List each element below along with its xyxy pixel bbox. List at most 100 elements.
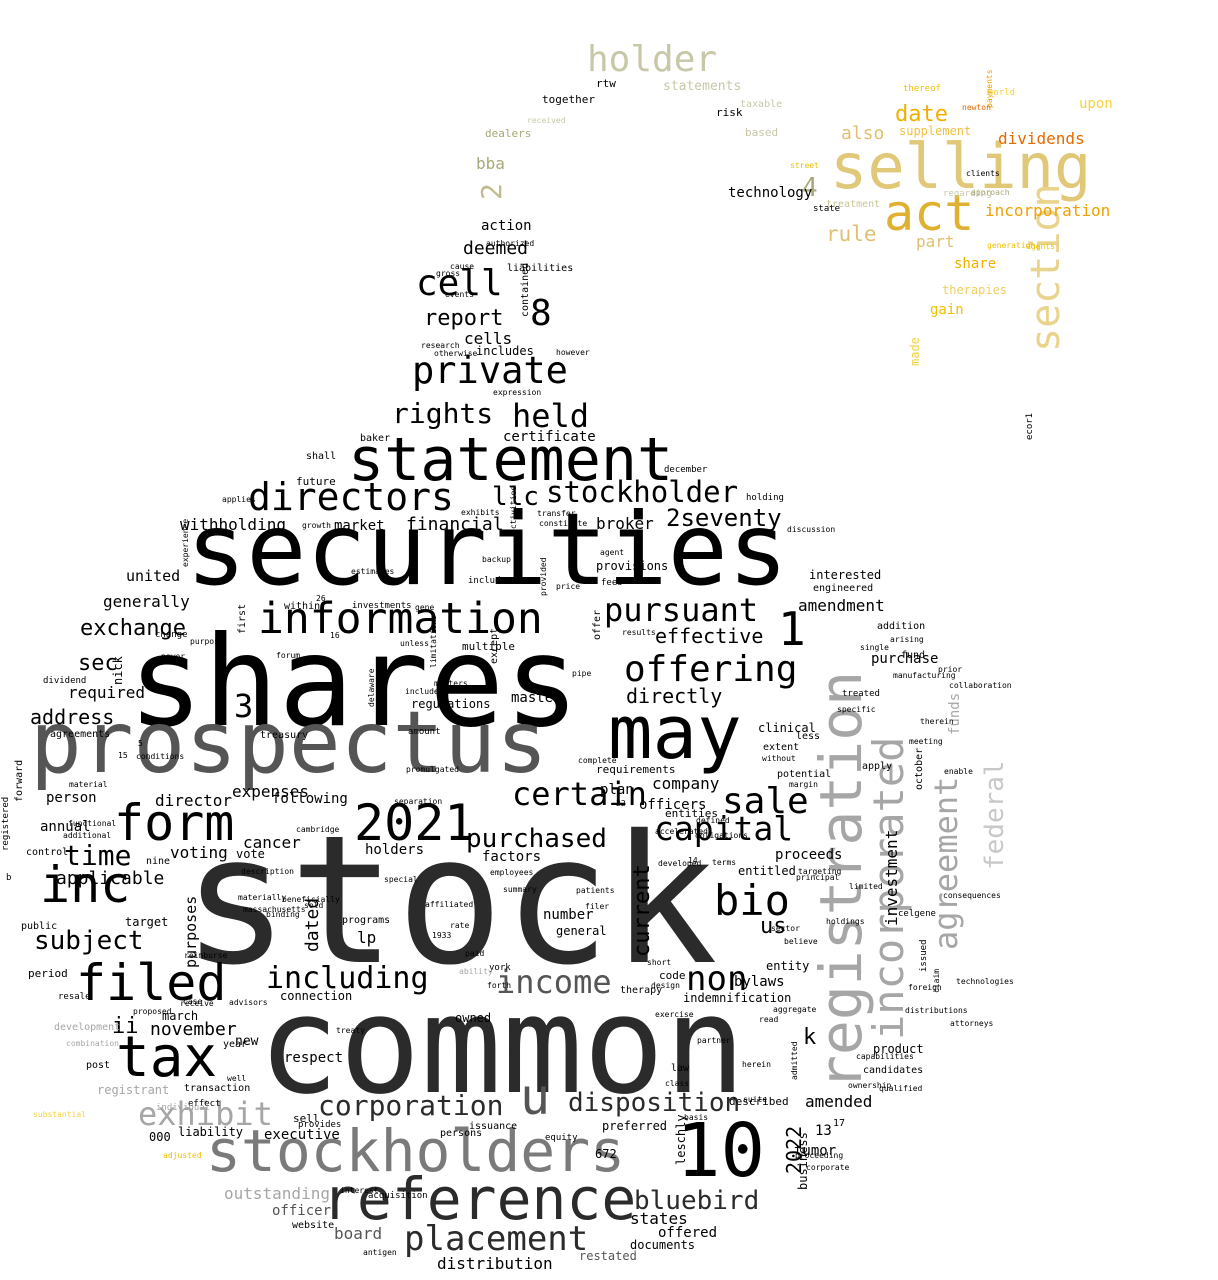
word-persons: persons bbox=[440, 1128, 483, 1139]
word-include: include bbox=[468, 576, 506, 586]
word-aggregate: aggregate bbox=[773, 1005, 817, 1014]
word-therapies: therapies bbox=[942, 283, 1008, 297]
word-york: york bbox=[489, 963, 511, 973]
word-stockholder: stockholder bbox=[546, 475, 739, 509]
word-board: board bbox=[334, 1224, 383, 1243]
word-common: common bbox=[258, 967, 746, 1124]
word-post: post bbox=[86, 1060, 111, 1071]
word-forum: forum bbox=[276, 651, 301, 660]
word-dealers: dealers bbox=[485, 127, 532, 140]
word-22: 22 bbox=[616, 799, 626, 808]
word-bluebird: bluebird bbox=[634, 1186, 760, 1216]
word-march: march bbox=[162, 1009, 199, 1023]
word-adjusted: adjusted bbox=[163, 1151, 202, 1160]
word-effect: effect bbox=[188, 1099, 221, 1109]
word-sold: sold bbox=[304, 901, 324, 910]
word-holdings: holdings bbox=[826, 917, 865, 926]
word-backup: backup bbox=[482, 555, 511, 564]
word-change: change bbox=[155, 630, 188, 640]
word-treatment: treatment bbox=[826, 199, 881, 210]
word-entity: entity bbox=[766, 959, 810, 973]
word-estimates: estimates bbox=[351, 567, 395, 576]
word-forth: forth bbox=[487, 981, 512, 990]
word-agreements: agreements bbox=[50, 729, 111, 740]
word-filed: filed bbox=[76, 954, 227, 1012]
word-october: october bbox=[914, 747, 925, 790]
word-less: less bbox=[796, 731, 821, 742]
word-fees: fees bbox=[601, 578, 623, 588]
word-unless: unless bbox=[400, 639, 429, 648]
word-technology: technology bbox=[728, 185, 813, 201]
word-experience: experience bbox=[181, 518, 190, 567]
word-time: time bbox=[64, 839, 132, 872]
word-withholding: withholding bbox=[180, 515, 286, 534]
word-statement: statement bbox=[348, 425, 674, 495]
word-foreign: foreign bbox=[908, 983, 942, 992]
word-interested: interested bbox=[809, 568, 882, 582]
word-information: information bbox=[258, 594, 543, 644]
word-outstanding: outstanding bbox=[224, 1184, 330, 1203]
word-proposed: proposed bbox=[133, 1007, 172, 1016]
word-code: code bbox=[659, 969, 686, 982]
word-individual: individual bbox=[156, 1103, 211, 1113]
word-us: us bbox=[760, 914, 787, 939]
word-directly: directly bbox=[626, 684, 723, 708]
word-delaware: delaware bbox=[367, 668, 376, 707]
word-arising: arising bbox=[890, 635, 924, 644]
word-17: 17 bbox=[833, 1118, 846, 1129]
word-proceeds: proceeds bbox=[775, 847, 843, 863]
word-together: together bbox=[542, 93, 595, 106]
word-approach: approach bbox=[971, 188, 1010, 197]
word-binding: binding bbox=[266, 910, 300, 919]
word-short: short bbox=[647, 958, 672, 967]
word-thereof: thereof bbox=[903, 84, 941, 94]
word-26: 26 bbox=[316, 594, 326, 603]
word-exhibits: exhibits bbox=[461, 508, 500, 517]
word-states: states bbox=[630, 1209, 688, 1228]
word-agents: agents bbox=[1026, 242, 1055, 251]
word-included: included bbox=[405, 687, 444, 696]
word-generation: generation bbox=[987, 241, 1036, 250]
word-acquisition: acquisition bbox=[368, 1191, 428, 1201]
word-applies: applies bbox=[222, 495, 256, 504]
word-date: date bbox=[895, 102, 948, 127]
word-capabilities: capabilities bbox=[856, 1052, 914, 1061]
word-b: b bbox=[6, 873, 12, 883]
word-llc: llc bbox=[492, 482, 539, 512]
word-obligations: obligations bbox=[695, 831, 748, 840]
word-meeting: meeting bbox=[909, 737, 943, 746]
word-class: class bbox=[665, 1079, 690, 1088]
word-purpose: purpose bbox=[190, 637, 224, 646]
word-nine: nine bbox=[146, 856, 171, 867]
word-ability: ability bbox=[459, 967, 493, 976]
word-technologies: technologies bbox=[956, 977, 1014, 986]
word-gene: gene bbox=[415, 603, 435, 612]
word-capital: capital bbox=[654, 809, 794, 848]
word-k: k bbox=[803, 1025, 817, 1050]
word-2021: 2021 bbox=[354, 794, 475, 852]
word-separation: separation bbox=[394, 797, 443, 806]
word-special: special bbox=[384, 875, 418, 884]
word-pursuant: pursuant bbox=[604, 591, 759, 629]
word-rate: rate bbox=[450, 921, 470, 930]
word-documents: documents bbox=[630, 1238, 696, 1252]
word-income: income bbox=[496, 963, 612, 1001]
word-equity: equity bbox=[545, 1133, 578, 1143]
word-clients: clients bbox=[966, 169, 1000, 178]
word-held: held bbox=[512, 397, 590, 435]
word-10: 10 bbox=[676, 1108, 766, 1194]
word-000: 000 bbox=[149, 1130, 171, 1144]
word-therein: therein bbox=[920, 717, 954, 726]
word-liability: liability bbox=[178, 1125, 244, 1139]
word-interest: interest bbox=[340, 1186, 379, 1195]
word-enable: enable bbox=[944, 767, 973, 776]
word-price: price bbox=[556, 582, 581, 591]
word-entitled: entitled bbox=[738, 864, 796, 878]
word-ii: ii bbox=[112, 1014, 139, 1039]
word-vote: vote bbox=[236, 847, 265, 861]
word-cells: cells bbox=[464, 329, 513, 348]
word-basis: basis bbox=[684, 1113, 709, 1122]
word-massachusetts: massachusetts bbox=[243, 905, 306, 914]
word-functional: functional bbox=[68, 819, 117, 828]
word-street: street bbox=[790, 161, 819, 170]
